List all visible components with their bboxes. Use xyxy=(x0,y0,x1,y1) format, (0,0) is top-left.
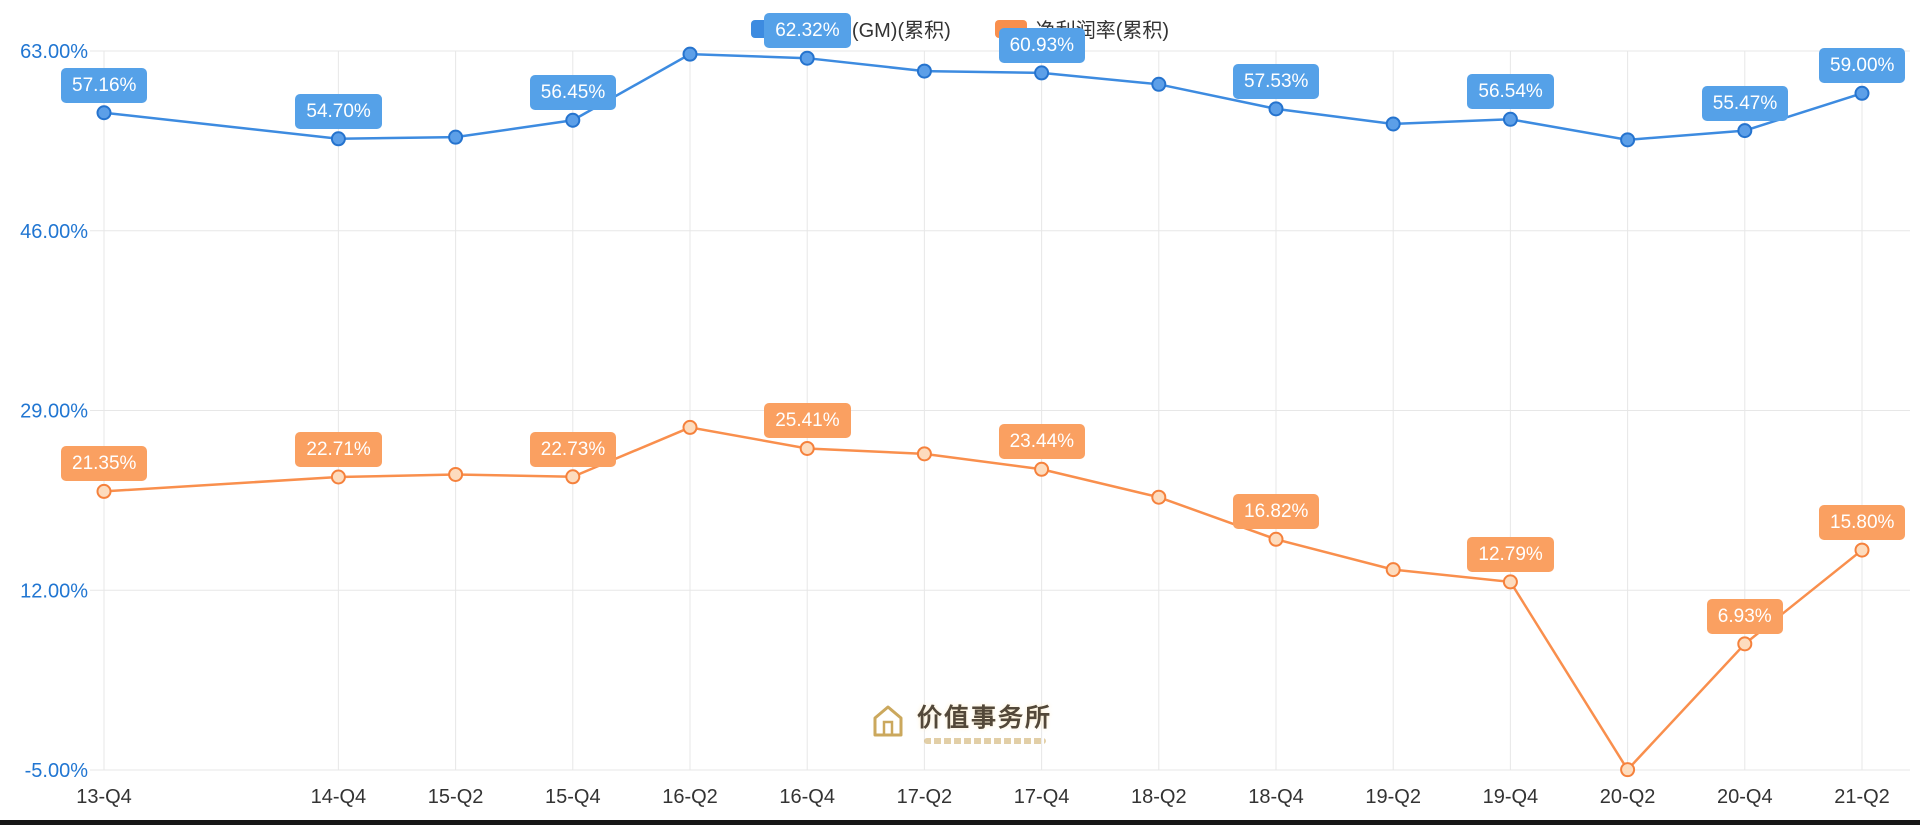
legend-item-net-margin[interactable]: 净利润率(累积) xyxy=(994,14,1170,43)
x-axis-tick-label: 20-Q4 xyxy=(1717,786,1773,808)
data-point[interactable] xyxy=(330,469,346,485)
watermark: 价值事务所 xyxy=(868,698,1052,744)
data-point[interactable] xyxy=(916,63,932,79)
legend: 毛利率(GM)(累积) 净利润率(累积) xyxy=(0,14,1920,43)
watermark-logo-icon xyxy=(873,705,903,737)
data-point[interactable] xyxy=(1854,542,1870,558)
chart-bottom-border xyxy=(0,820,1920,825)
x-axis-tick-label: 15-Q4 xyxy=(545,786,601,808)
x-axis-tick-label: 15-Q2 xyxy=(428,786,484,808)
x-axis-tick-label: 19-Q2 xyxy=(1365,786,1421,808)
y-axis-tick-label: 29.00% xyxy=(20,401,88,423)
x-axis-tick-label: 17-Q4 xyxy=(1014,786,1070,808)
y-axis-tick-label: -5.00% xyxy=(25,760,89,782)
data-point[interactable] xyxy=(1854,85,1870,101)
data-point[interactable] xyxy=(565,112,581,128)
legend-label-net-margin: 净利润率(累积) xyxy=(1035,20,1170,42)
data-point[interactable] xyxy=(448,466,464,482)
data-point[interactable] xyxy=(916,446,932,462)
y-axis-tick-label: 46.00% xyxy=(20,221,88,243)
data-point[interactable] xyxy=(682,46,698,62)
watermark-text: 价值事务所 xyxy=(916,704,1053,732)
data-point[interactable] xyxy=(96,105,112,121)
data-point[interactable] xyxy=(1151,489,1167,505)
x-axis-tick-label: 18-Q4 xyxy=(1248,786,1304,808)
data-point[interactable] xyxy=(1737,636,1753,652)
data-point[interactable] xyxy=(1151,76,1167,92)
data-point[interactable] xyxy=(1385,116,1401,132)
data-point[interactable] xyxy=(96,483,112,499)
x-axis-tick-label: 16-Q4 xyxy=(779,786,835,808)
data-point[interactable] xyxy=(799,50,815,66)
x-axis-tick-label: 18-Q2 xyxy=(1131,786,1187,808)
x-axis-tick-label: 19-Q4 xyxy=(1483,786,1539,808)
data-point[interactable] xyxy=(565,469,581,485)
data-point[interactable] xyxy=(682,419,698,435)
x-axis-tick-label: 14-Q4 xyxy=(311,786,367,808)
legend-swatch-net-margin xyxy=(994,19,1027,38)
data-point[interactable] xyxy=(1034,461,1050,477)
data-point[interactable] xyxy=(1385,562,1401,578)
watermark-subline xyxy=(923,738,1046,744)
data-point[interactable] xyxy=(1620,132,1636,148)
legend-swatch-gross-margin xyxy=(750,19,783,38)
data-point[interactable] xyxy=(330,131,346,147)
data-point[interactable] xyxy=(1268,531,1284,547)
x-axis-tick-label: 20-Q2 xyxy=(1600,786,1656,808)
legend-item-gross-margin[interactable]: 毛利率(GM)(累积) xyxy=(750,14,951,43)
data-point[interactable] xyxy=(1737,123,1753,139)
x-axis-tick-label: 16-Q2 xyxy=(662,786,718,808)
data-point[interactable] xyxy=(799,440,815,456)
data-point[interactable] xyxy=(1502,574,1518,590)
data-point[interactable] xyxy=(1034,65,1050,81)
x-axis-tick-label: 17-Q2 xyxy=(897,786,953,808)
data-point[interactable] xyxy=(448,129,464,145)
series-line-0 xyxy=(103,52,1863,142)
legend-label-gross-margin: 毛利率(GM)(累积) xyxy=(791,20,951,42)
x-axis-tick-label: 13-Q4 xyxy=(76,786,132,808)
y-axis-tick-label: 12.00% xyxy=(20,580,88,602)
y-axis-tick-label: 63.00% xyxy=(20,41,88,63)
x-axis-tick-label: 21-Q2 xyxy=(1834,786,1890,808)
data-point[interactable] xyxy=(1268,101,1284,117)
data-point[interactable] xyxy=(1502,111,1518,127)
data-point[interactable] xyxy=(1620,762,1636,778)
